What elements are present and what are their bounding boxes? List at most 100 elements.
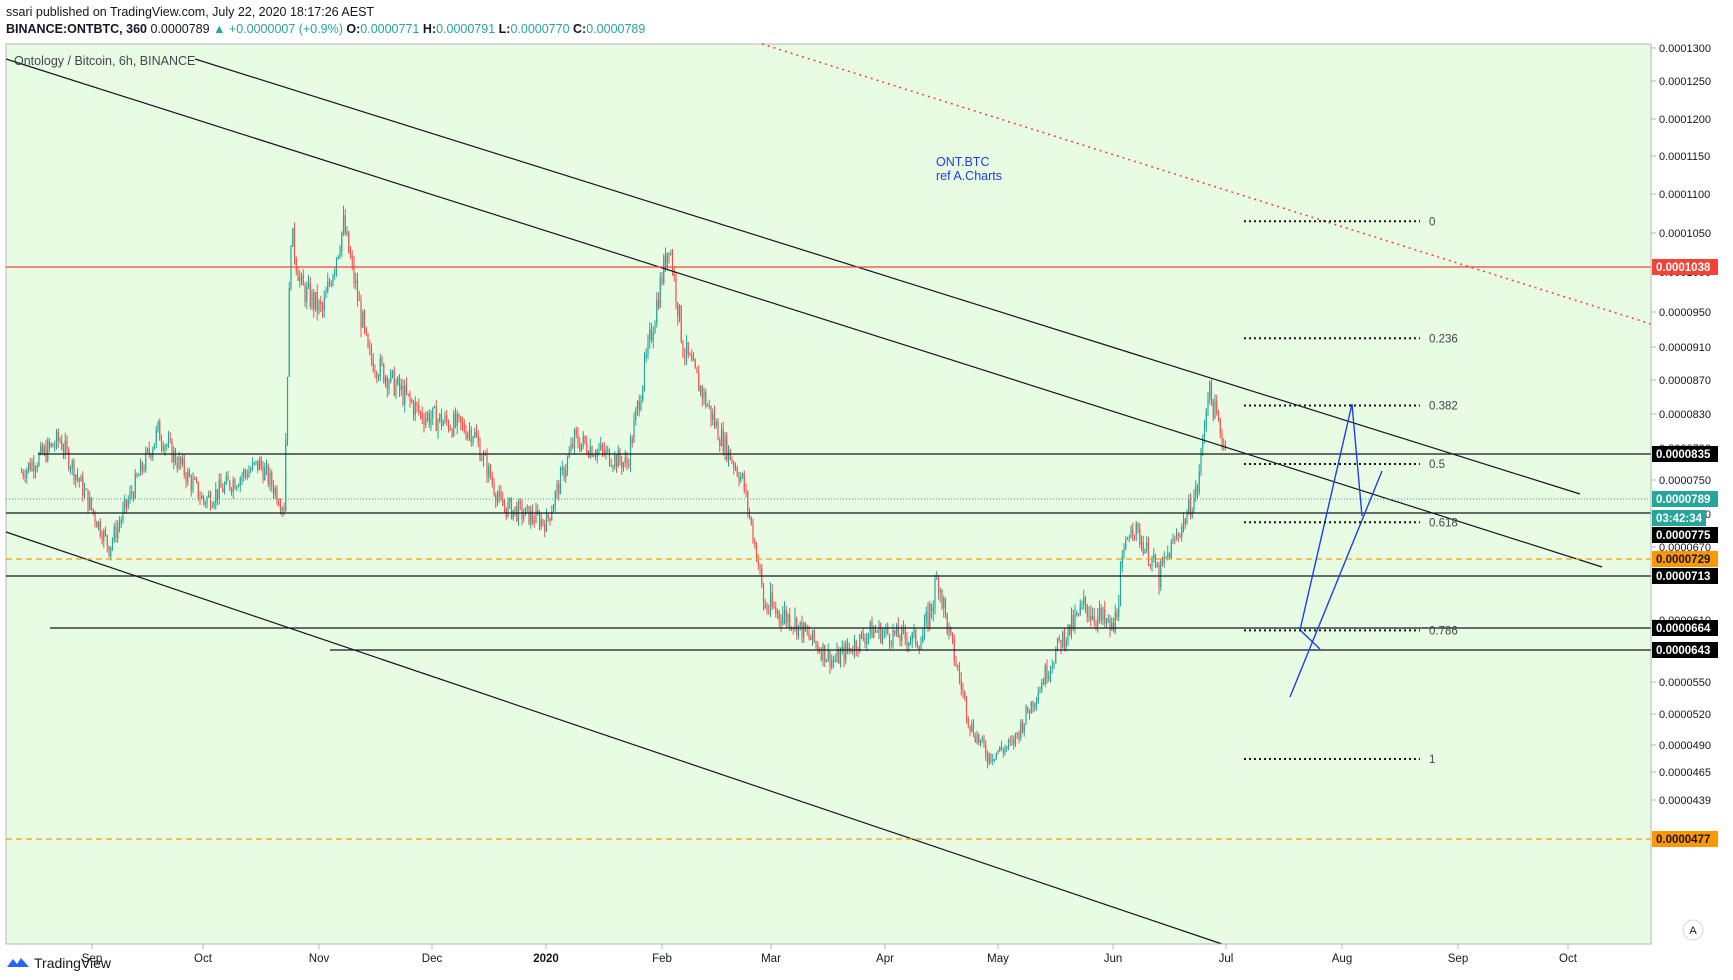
candle-body (587, 452, 590, 458)
wedge-upper-line (1299, 403, 1353, 631)
symbol-name[interactable]: BINANCE:ONTBTC, 360 (6, 22, 147, 36)
candle-body (425, 418, 427, 426)
candle-body (934, 579, 936, 608)
candle-body (827, 650, 829, 660)
candle-body (97, 521, 100, 528)
candle-body (659, 277, 661, 307)
candle-body (505, 507, 507, 517)
auto-scale-button[interactable] (1682, 919, 1704, 941)
candle-body (1042, 682, 1045, 685)
candle-body (916, 644, 919, 648)
candle-body (1067, 624, 1069, 641)
candle-body (1161, 561, 1164, 563)
candle-body (274, 488, 276, 495)
candle-body (727, 449, 730, 461)
candle-body (460, 416, 462, 423)
candle-body (755, 543, 758, 562)
candle-body (64, 440, 66, 453)
candle-body (701, 386, 703, 399)
candle-body (685, 342, 688, 357)
candle-body (279, 505, 282, 511)
candle-body (874, 629, 877, 632)
candle-body (1114, 612, 1116, 632)
candle-body (993, 759, 996, 761)
candle-body (456, 414, 458, 426)
candle-body (890, 642, 892, 645)
candle-body (855, 640, 857, 651)
time-tick-label: 2020 (533, 953, 559, 965)
candle-body (521, 504, 523, 519)
time-axis[interactable]: Sep Oct Nov Dec 2020 Feb Mar Apr May Jun Jul Aug Sep… (6, 943, 1651, 965)
candle-body (1196, 486, 1199, 493)
candle-body (101, 535, 103, 542)
candles-group (20, 205, 1227, 769)
candle-body (939, 590, 941, 592)
candle-body (267, 465, 269, 485)
candle-body (976, 734, 978, 743)
auto-scale-label[interactable]: A (1689, 925, 1697, 937)
price-label-box (1652, 259, 1718, 275)
candle-body (1142, 542, 1144, 554)
fib-level-label: 0.236 (1429, 333, 1458, 345)
candle-body (932, 607, 934, 612)
plot-area[interactable] (6, 44, 1651, 944)
candle-body (682, 341, 684, 357)
candle-body (638, 401, 640, 411)
candle-body (1163, 556, 1165, 563)
candle-body (1188, 499, 1190, 514)
candle-body (969, 725, 971, 732)
candle-body (899, 637, 901, 642)
candle-body (943, 598, 945, 608)
candle-body (853, 640, 856, 653)
candle-body (1077, 613, 1080, 615)
candle-body (997, 751, 999, 753)
price-label-box (1652, 510, 1706, 526)
candle-body (489, 465, 492, 478)
candle-body (234, 480, 236, 489)
candle-body (390, 370, 392, 383)
candle-body (747, 491, 749, 511)
candle-body (680, 305, 682, 342)
candle-body (75, 474, 77, 481)
candle-body (740, 476, 742, 482)
candle-body (321, 304, 324, 311)
time-tick-label: Aug (1332, 953, 1352, 965)
candle-body (519, 501, 521, 505)
candle-body (605, 449, 607, 455)
candle-body (463, 423, 465, 432)
candle-body (1081, 604, 1083, 606)
candle-body (397, 377, 399, 385)
time-tick-label: Dec (422, 953, 443, 965)
price-tick-label: 0.0000439 (1659, 795, 1711, 807)
candle-body (1011, 739, 1013, 742)
candle-body (124, 499, 126, 508)
candle-body (423, 419, 425, 426)
candle-body (549, 517, 551, 521)
candle-body (754, 541, 756, 544)
candle-body (766, 605, 768, 611)
candle-body (544, 523, 546, 532)
time-tick-label: May (987, 953, 1009, 965)
candle-body (738, 475, 740, 482)
candle-body (619, 450, 621, 462)
candle-body (992, 759, 994, 762)
candle-body (547, 514, 549, 518)
candle-body (806, 630, 808, 632)
chart-title: Ontology / Bitcoin, 6h, BINANCE (14, 54, 195, 68)
candle-body (941, 590, 943, 608)
candle-body (733, 462, 735, 468)
candle-body (29, 462, 31, 471)
candle-body (376, 372, 378, 378)
candle-body (440, 413, 443, 426)
candle-body (55, 431, 58, 447)
candle-body (1009, 740, 1011, 742)
candle-body (337, 255, 339, 259)
tradingview-footer[interactable]: TradingView (6, 955, 111, 971)
candle-body (395, 384, 397, 396)
candle-body (348, 231, 350, 253)
price-label-box (1652, 620, 1718, 636)
candle-body (307, 283, 310, 287)
candle-body (1175, 534, 1178, 540)
candle-body (901, 627, 903, 642)
